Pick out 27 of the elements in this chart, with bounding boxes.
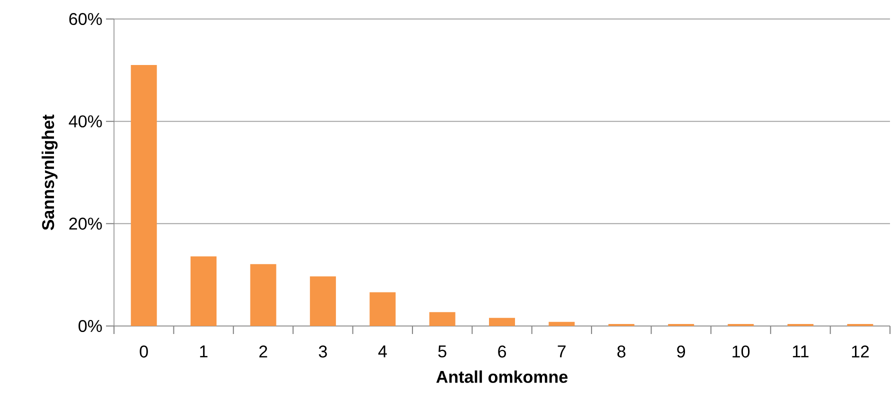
y-axis-title: Sannsynlighet: [42, 114, 58, 230]
bar: [548, 322, 575, 326]
x-tick-label: 5: [438, 346, 446, 358]
x-tick-label: 1: [200, 346, 208, 358]
x-tick-label: 0: [140, 346, 148, 358]
x-tick-label: 7: [558, 346, 566, 358]
x-tick-label: 12: [852, 346, 869, 358]
bar: [310, 276, 336, 326]
y-tick-label: 20%: [69, 218, 102, 230]
x-tick-label: 9: [677, 346, 686, 358]
bar: [250, 264, 276, 326]
bar: [429, 312, 456, 326]
bar: [489, 318, 516, 326]
x-tick-label: 6: [498, 346, 506, 358]
x-axis-title: Antall omkomne: [436, 370, 568, 383]
bar: [370, 292, 396, 326]
y-tick-label: 40%: [68, 115, 102, 128]
x-tick-label: 10: [732, 346, 750, 358]
y-tick-label: 60%: [69, 12, 102, 26]
x-tick-label: 4: [378, 346, 387, 358]
y-tick-label: 0%: [78, 320, 102, 332]
x-tick-label: 11: [792, 346, 808, 358]
bar: [190, 256, 217, 326]
x-tick-label: 8: [617, 346, 626, 358]
x-tick-label: 3: [318, 346, 327, 358]
bar: [130, 65, 157, 326]
x-tick-label: 2: [259, 346, 268, 358]
